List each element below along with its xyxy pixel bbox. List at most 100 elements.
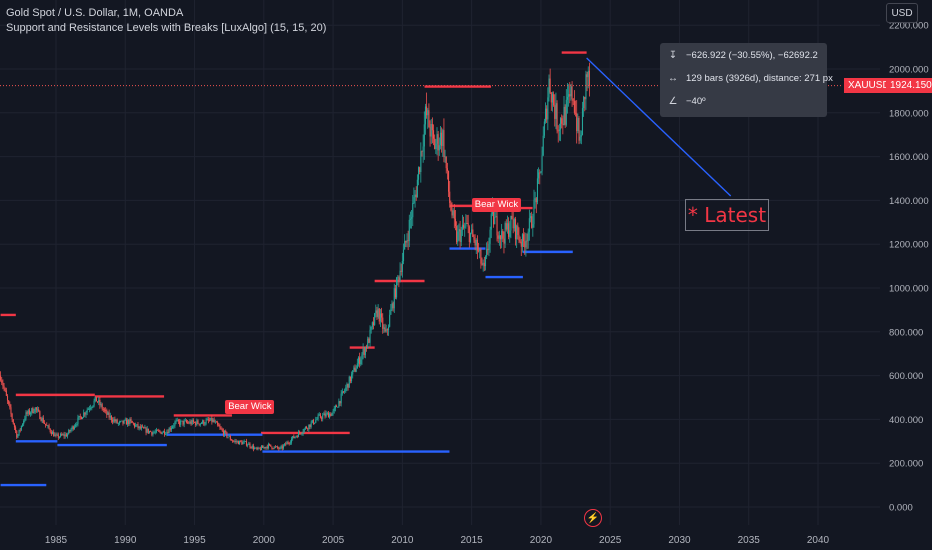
latest-annotation[interactable]: * Latest (685, 199, 769, 231)
candle-body (202, 420, 204, 424)
candle-body (130, 419, 132, 422)
price-change-text: −626.922 (−30.55%), −62692.2 (686, 50, 818, 61)
candle-body (260, 446, 263, 451)
candle-body (259, 448, 261, 451)
currency-button[interactable]: USD (886, 3, 918, 23)
candle-body (242, 442, 244, 445)
candle-body (354, 367, 356, 372)
candle-body (414, 194, 416, 198)
x-tick-label: 2010 (391, 535, 414, 546)
candle-body (87, 408, 89, 410)
candle-body (378, 308, 380, 322)
candle-body (254, 447, 256, 450)
candle-body (468, 226, 470, 243)
x-tick-label: 1995 (183, 535, 206, 546)
candle-body (551, 94, 554, 103)
candle-body (167, 431, 169, 433)
candle-body (420, 151, 422, 173)
candle-body (78, 415, 80, 418)
candle-body (176, 419, 178, 421)
candle-body (191, 420, 193, 425)
candle-body (287, 442, 289, 444)
candle-body (472, 229, 474, 237)
candle-body (487, 248, 489, 251)
candle-body (407, 240, 409, 242)
candle-body (322, 415, 324, 419)
candle-body (460, 229, 462, 242)
candle-body (16, 430, 18, 438)
candle-body (430, 124, 432, 137)
y-tick-label: 600.000 (889, 371, 923, 382)
candle-body (351, 374, 353, 382)
candle-body (192, 420, 194, 423)
candle-body (42, 417, 44, 423)
candle-body (394, 288, 396, 298)
candle-body (85, 412, 87, 415)
candle-body (209, 420, 211, 422)
candle-body (93, 400, 95, 406)
y-tick-label: 2200.000 (889, 21, 929, 32)
candle-body (366, 347, 368, 349)
candle-body (443, 130, 445, 158)
y-tick-label: 1600.000 (889, 152, 929, 163)
candle-body (258, 447, 260, 449)
candle-body (307, 428, 309, 430)
candle-body (213, 419, 215, 423)
x-tick-label: 2025 (599, 535, 622, 546)
candle-body (12, 419, 14, 424)
candle-body (45, 423, 47, 425)
candle-body (127, 420, 129, 425)
lightning-icon[interactable]: ⚡ (584, 509, 602, 527)
candle-body (450, 202, 452, 211)
candle-body (49, 428, 51, 432)
trendline[interactable] (586, 57, 732, 197)
candle-body (563, 106, 565, 125)
candle-body (441, 132, 443, 146)
candle-body (490, 214, 492, 230)
candle-body (357, 357, 360, 364)
candle-body (245, 441, 248, 446)
candle-body (18, 429, 20, 436)
candle-body (451, 210, 453, 216)
candle-body (262, 446, 264, 448)
candle-body (240, 440, 242, 442)
candle-body (55, 434, 57, 436)
x-tick-label: 1985 (45, 535, 68, 546)
candle-body (86, 409, 88, 413)
candle-body (148, 431, 151, 433)
candle-body (203, 420, 205, 425)
candle-body (94, 396, 96, 401)
candle-body (464, 226, 466, 228)
candle-body (226, 432, 228, 438)
candle-body (146, 428, 148, 433)
candle-body (272, 448, 274, 450)
candle-body (92, 405, 94, 408)
x-axis[interactable]: 1985 1990 1995 2000 2005 2010 2015 2020 2025 2030… (45, 535, 830, 546)
candle-body (484, 256, 487, 267)
candle-body (193, 422, 196, 423)
candle-body (295, 436, 297, 437)
candle-body (302, 431, 304, 434)
candle-body (24, 418, 26, 421)
indicator-title[interactable]: Support and Resistance Levels with Break… (6, 22, 327, 34)
candle-body (19, 429, 21, 431)
candle-body (524, 241, 526, 248)
candle-body (340, 393, 342, 404)
candle-body (312, 420, 315, 424)
candle-body (221, 429, 223, 431)
candle-body (197, 420, 199, 424)
candle-body (521, 234, 523, 247)
candle-body (144, 427, 146, 429)
candle-body (204, 423, 206, 425)
candle-body (188, 422, 190, 424)
candle-body (237, 441, 239, 445)
candle-body (587, 70, 589, 78)
candle-body (576, 113, 578, 132)
y-tick-label: 200.000 (889, 459, 923, 470)
candle-body (84, 412, 86, 415)
y-axis[interactable]: 0.000 200.000 400.000 600.000 800.000 1000.00… (889, 21, 929, 514)
candle-body (553, 94, 555, 106)
candle-body (299, 432, 301, 434)
candle-body (347, 383, 349, 388)
